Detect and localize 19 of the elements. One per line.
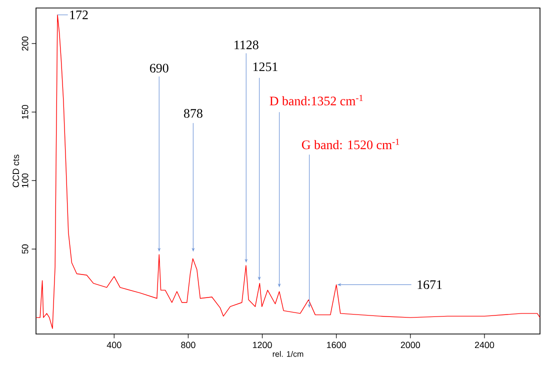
annotation: G band: 1520 cm$^{-1}$ <box>302 138 400 150</box>
annotation: 1251 <box>253 62 278 72</box>
x-tick-label: 1200 <box>252 342 272 348</box>
x-tick-label: 800 <box>181 342 196 348</box>
annotation: 878 <box>184 109 202 118</box>
annotation: 1671 <box>418 280 442 290</box>
y-tick-label: 100 <box>22 173 28 188</box>
annotation: 690 <box>150 64 168 73</box>
y-axis-title: CCD cts <box>12 154 20 188</box>
y-tick-label: 50 <box>22 244 28 254</box>
y-tick-label: 150 <box>22 104 28 119</box>
x-tick-label: 2000 <box>400 342 420 348</box>
y-tick-label: 200 <box>22 36 28 51</box>
annotation: D band:1352 cm$^{-1}$ <box>270 94 363 106</box>
annotation: 172 <box>70 10 88 20</box>
x-tick-label: 1600 <box>327 342 346 348</box>
x-tick-label: 400 <box>106 342 122 348</box>
x-tick-label: 2400 <box>474 342 494 348</box>
annotation: 1128 <box>234 40 258 50</box>
